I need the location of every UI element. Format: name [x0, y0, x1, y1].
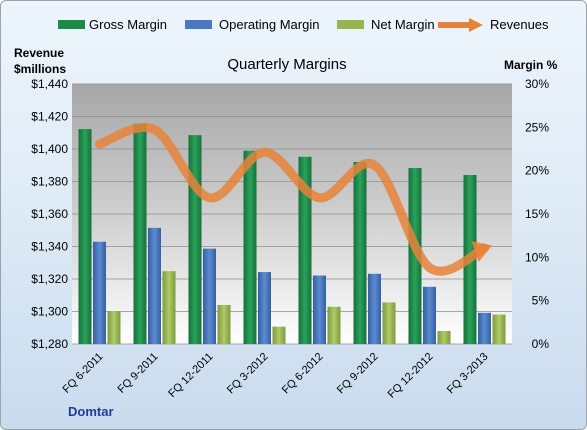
operating-margin-bar [258, 272, 271, 344]
x-tick-label: FQ 6-2011 [61, 351, 106, 396]
legend: Gross Margin Operating Margin Net Margin… [58, 17, 549, 32]
left-tick-label: $1,420 [31, 110, 68, 124]
x-tick-labels: FQ 6-2011 FQ 9-2011 FQ 12-2011 FQ 3-2012 FQ … [61, 351, 491, 401]
right-tick-label: 5% [532, 294, 550, 308]
gross-margin-bar [78, 129, 92, 344]
legend-swatch-operating [185, 20, 212, 29]
x-tick-label: FQ 9-2012 [335, 351, 381, 397]
gross-margin-bar [243, 150, 257, 344]
legend-label-operating: Operating Margin [219, 17, 319, 32]
net-margin-bar [327, 306, 341, 344]
x-tick-label: FQ 12-2012 [386, 351, 436, 401]
left-tick-label: $1,400 [31, 142, 68, 156]
operating-margin-bar [203, 248, 216, 344]
net-margin-bar [162, 271, 176, 344]
x-tick-label: FQ 3-2012 [225, 351, 271, 397]
left-tick-label: $1,280 [31, 337, 68, 351]
left-tick-label: $1,360 [31, 207, 68, 221]
net-margin-bar [382, 302, 396, 344]
gross-margin-bar [133, 123, 147, 344]
right-tick-label: 20% [525, 164, 549, 178]
right-tick-label: 10% [525, 250, 549, 264]
legend-arrow-head [469, 18, 483, 32]
net-margin-bar [492, 314, 506, 344]
right-axis-title: Margin % [504, 58, 558, 72]
left-tick-labels: $1,280 $1,300 $1,320 $1,340 $1,360 $1,380 $1,4… [31, 77, 68, 351]
legend-label-revenues: Revenues [490, 17, 549, 32]
left-tick-label: $1,300 [31, 305, 68, 319]
operating-margin-bar [478, 312, 491, 344]
legend-label-gross: Gross Margin [89, 17, 167, 32]
operating-margin-bar [313, 275, 326, 344]
x-tick-label: FQ 12-2011 [166, 351, 215, 400]
left-axis-title-line1: Revenue [14, 46, 64, 60]
legend-swatch-net [337, 20, 364, 29]
chart-title: Quarterly Margins [227, 56, 346, 73]
left-axis-title-line2: $millions [14, 62, 66, 76]
right-tick-label: 15% [525, 207, 549, 221]
x-tick-label: FQ 3-2013 [445, 351, 491, 397]
legend-label-net: Net Margin [371, 17, 435, 32]
legend-swatch-gross [58, 20, 85, 29]
right-tick-label: 25% [525, 120, 549, 134]
source-label: Domtar [68, 404, 114, 419]
net-margin-bar [217, 305, 231, 344]
left-tick-label: $1,380 [31, 175, 68, 189]
bars-group [78, 123, 506, 344]
operating-margin-bar [368, 273, 381, 344]
net-margin-bar [437, 331, 451, 344]
operating-margin-bar [148, 227, 161, 344]
right-tick-label: 30% [525, 77, 549, 91]
gross-margin-bar [188, 135, 202, 344]
right-tick-label: 0% [532, 337, 550, 351]
x-tick-label: FQ 6-2012 [280, 351, 326, 397]
revenue-line [95, 122, 489, 276]
gross-margin-bar [298, 156, 312, 344]
left-tick-label: $1,340 [31, 240, 68, 254]
left-tick-label: $1,320 [31, 272, 68, 286]
left-tick-label: $1,440 [31, 77, 68, 91]
revenue-line-group [95, 122, 493, 276]
gross-margin-bar [408, 168, 422, 344]
net-margin-bar [107, 311, 121, 344]
gross-margin-bar [353, 162, 367, 344]
operating-margin-bar [93, 241, 106, 344]
revenue-arrow-head [471, 241, 493, 262]
x-tick-label: FQ 9-2011 [116, 351, 161, 396]
net-margin-bar [272, 326, 286, 344]
right-tick-labels: 0% 5% 10% 15% 20% 25% 30% [525, 77, 549, 351]
operating-margin-bar [423, 286, 436, 344]
